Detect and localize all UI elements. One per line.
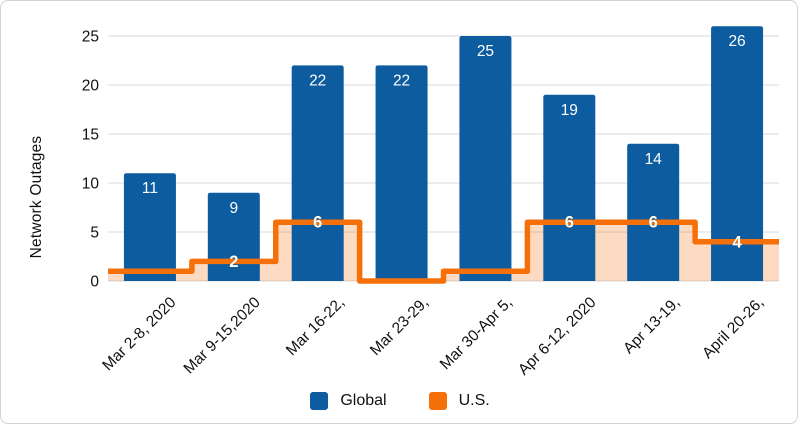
us-step-line [108,219,779,284]
global-bar [375,65,428,282]
us-series-swatch [428,392,447,410]
bar-value-label: 22 [309,72,326,89]
bar-value-label: 19 [561,102,578,119]
legend: Global U.S. [1,392,797,410]
bar-value-label: 26 [728,33,745,50]
bar-value-label: 11 [142,180,158,197]
global-bar [627,143,680,281]
legend-label-global: Global [340,392,387,409]
line-value-label: 6 [313,214,322,232]
global-bar [543,94,596,281]
global-bar [711,26,764,282]
line-value-label: 2 [229,253,238,271]
y-tick-label: 5 [90,225,99,242]
bar-value-label: 14 [645,151,663,168]
global-bar [291,65,344,282]
global-bar [459,36,512,281]
y-tick-label: 0 [90,274,99,291]
legend-item-global: Global [310,392,387,410]
global-series-swatch [310,392,329,410]
legend-item-us: U.S. [428,392,490,410]
y-axis-title: Network Outages [28,135,45,259]
y-tick-label: 15 [82,127,99,144]
y-tick-label: 25 [82,29,99,46]
y-tick-label: 20 [82,78,100,95]
line-value-label: 6 [649,214,658,232]
bar-value-label: 22 [393,72,410,89]
legend-label-us: U.S. [458,392,490,409]
line-value-label: 4 [732,233,742,251]
bar-value-label: 25 [477,43,494,60]
global-bar [123,173,176,281]
bar-value-label: 9 [230,200,239,217]
y-tick-label: 10 [82,176,100,193]
line-value-label: 6 [565,214,574,232]
